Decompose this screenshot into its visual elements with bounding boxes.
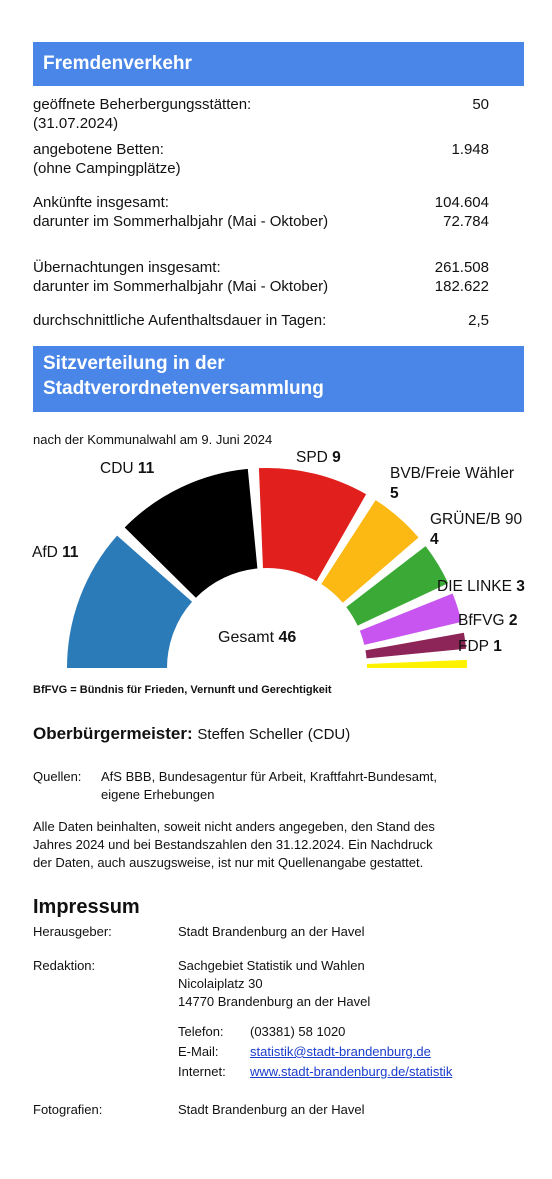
row-label: geöffnete Beherbergungsstätten: [33, 96, 252, 113]
row-value: 72.784 [443, 213, 489, 230]
tourism-row-arrivals: Ankünfte insgesamt: 104.604 [33, 193, 489, 212]
seat-label-name: GRÜNE/B 90 [430, 510, 523, 528]
editor-label: Redaktion: [33, 958, 96, 973]
web-label: Internet: [178, 1064, 226, 1079]
seat-label-name: SPD [296, 449, 328, 466]
note-line: Alle Daten beinhalten, soweit nicht ande… [33, 819, 435, 834]
row-sublabel: (ohne Campingplätze) [33, 160, 181, 177]
photo-value: Stadt Brandenburg an der Havel [178, 1102, 365, 1117]
seat-label: BfFVG 2 [458, 612, 517, 629]
seat-label: BVB/Freie Wähler 5 [390, 465, 514, 502]
row-value: 1.948 [451, 141, 489, 158]
row-label: angebotene Betten: [33, 141, 164, 158]
seat-label-value: 11 [58, 544, 79, 561]
seat-segment-die-linke [359, 593, 462, 645]
footnote: BfFVG = Bündnis für Frieden, Vernunft un… [33, 684, 332, 696]
seat-label-value: 3 [512, 578, 525, 595]
editor-line: Sachgebiet Statistik und Wahlen [178, 958, 365, 973]
tourism-row-beds: angebotene Betten: (ohne Campingplätze) … [33, 140, 489, 178]
phone-value: (03381) 58 1020 [250, 1024, 346, 1039]
mayor: Oberbürgermeister: Steffen Scheller (CDU… [33, 724, 350, 744]
tourism-row-avg-stay: durchschnittliche Aufenthaltsdauer in Ta… [33, 311, 489, 330]
email-label: E-Mail: [178, 1044, 219, 1059]
seat-label: CDU 11 [100, 460, 155, 477]
publisher-value: Stadt Brandenburg an der Havel [178, 924, 365, 939]
seat-segment-spd [258, 468, 367, 582]
heading-line: Sitzverteilung in der [43, 353, 225, 374]
seat-segment-afd [67, 535, 193, 668]
seat-label-value: 11 [134, 460, 155, 477]
row-value: 104.604 [434, 194, 489, 211]
note-line: der Daten, auch auszugsweise, ist nur mi… [33, 855, 424, 870]
seat-label-name: BfFVG [458, 612, 505, 629]
tourism-row-arrivals-summer: darunter im Sommerhalbjahr (Mai - Oktobe… [33, 212, 489, 231]
row-value: 261.508 [434, 259, 489, 276]
seat-label-name: FDP [458, 638, 489, 655]
seat-label: FDP 1 [458, 638, 502, 655]
seat-label: GRÜNE/B 90 4 [430, 510, 523, 548]
seat-label-name: CDU [100, 460, 134, 477]
sources-line: AfS BBB, Bundesagentur für Arbeit, Kraft… [101, 769, 438, 784]
chart-total: Gesamt 46 [218, 628, 296, 647]
section-heading-seats: Sitzverteilung in der Stadtverordnetenve… [33, 346, 524, 412]
web-link[interactable]: www.stadt-brandenburg.de/statistik [250, 1064, 453, 1079]
seat-segment-fdp [366, 659, 467, 668]
row-value: 50 [472, 96, 489, 113]
mayor-party: (CDU) [307, 726, 351, 743]
note-line: Jahres 2024 und bei Bestandszahlen den 3… [33, 837, 433, 852]
seat-label-name: AfD [32, 544, 58, 561]
seat-segment-bvb-freie-w-hler [321, 500, 419, 603]
total-label: Gesamt [218, 629, 275, 646]
total-value: 46 [278, 629, 297, 646]
heading-line: Stadtverordnetenversammlung [43, 378, 324, 399]
row-label: Übernachtungen insgesamt: [33, 259, 221, 276]
mayor-label: Oberbürgermeister: [33, 724, 193, 743]
seat-label: AfD 11 [32, 544, 79, 561]
editor-line: 14770 Brandenburg an der Havel [178, 994, 371, 1009]
email-link[interactable]: statistik@stadt-brandenburg.de [250, 1044, 431, 1059]
seat-label: SPD 9 [296, 449, 341, 466]
seat-label-value: 9 [328, 449, 341, 466]
photo-label: Fotografien: [33, 1102, 103, 1117]
tourism-row-overnights: Übernachtungen insgesamt: 261.508 [33, 258, 489, 277]
row-sublabel: (31.07.2024) [33, 115, 119, 132]
row-value: 2,5 [468, 312, 489, 329]
seat-label-value: 1 [489, 638, 502, 655]
seat-segment-gr-ne-b-90 [346, 546, 449, 626]
seat-label-value: 5 [390, 485, 399, 502]
row-label: Ankünfte insgesamt: [33, 194, 169, 211]
seat-label-name: DIE LINKE [437, 578, 512, 595]
tourism-row-overnights-summer: darunter im Sommerhalbjahr (Mai - Oktobe… [33, 277, 489, 296]
row-value: 182.622 [434, 278, 489, 295]
sources-label: Quellen: [33, 769, 82, 784]
mayor-name: Steffen Scheller [197, 726, 304, 743]
section-heading-tourism: Fremdenverkehr [33, 42, 524, 86]
row-label: darunter im Sommerhalbjahr (Mai - Oktobe… [33, 278, 329, 295]
seats-subtitle: nach der Kommunalwahl am 9. Juni 2024 [33, 432, 273, 447]
seat-label-value: 2 [505, 612, 518, 629]
publisher-label: Herausgeber: [33, 924, 112, 939]
seat-label-value: 4 [430, 531, 439, 548]
sources-line: eigene Erhebungen [101, 787, 215, 802]
seat-label-name: BVB/Freie Wähler [390, 465, 514, 482]
row-label: durchschnittliche Aufenthaltsdauer in Ta… [33, 312, 327, 329]
seat-segment-bffvg [365, 632, 467, 659]
seat-segment-cdu [124, 468, 258, 598]
phone-label: Telefon: [178, 1024, 224, 1039]
row-label: darunter im Sommerhalbjahr (Mai - Oktobe… [33, 213, 329, 230]
tourism-row-accommodations: geöffnete Beherbergungsstätten: (31.07.2… [33, 95, 489, 133]
editor-line: Nicolaiplatz 30 [178, 976, 263, 991]
impressum-heading: Impressum [33, 896, 140, 918]
seat-label: DIE LINKE 3 [437, 578, 525, 595]
